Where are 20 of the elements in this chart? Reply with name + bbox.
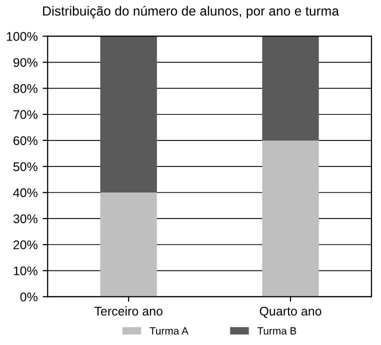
bar <box>262 36 319 140</box>
y-tick-label: 40% <box>13 188 38 198</box>
y-tick-label: 30% <box>13 214 38 224</box>
bar <box>262 140 319 297</box>
legend-label: Turma A <box>150 327 188 335</box>
y-tick-label: 100% <box>6 32 38 41</box>
y-tick-label: 60% <box>14 136 38 146</box>
x-tick-label: Terceiro ano <box>94 306 162 316</box>
y-tick-label: 90% <box>13 58 38 67</box>
chart-title: Distribuição do número de alunos, por ano e turma <box>43 6 340 18</box>
legend-label: Turma B <box>257 327 296 335</box>
y-tick-label: 10% <box>14 266 38 276</box>
bar <box>100 36 157 193</box>
y-tick-label: 70% <box>14 110 38 120</box>
y-tick-label: 0% <box>20 292 38 302</box>
bar <box>100 192 157 297</box>
x-tick-label: Quarto ano <box>260 306 322 318</box>
y-tick-label: 50% <box>13 162 38 172</box>
y-tick-label: 20% <box>14 240 38 250</box>
y-tick-label: 80% <box>13 84 38 93</box>
